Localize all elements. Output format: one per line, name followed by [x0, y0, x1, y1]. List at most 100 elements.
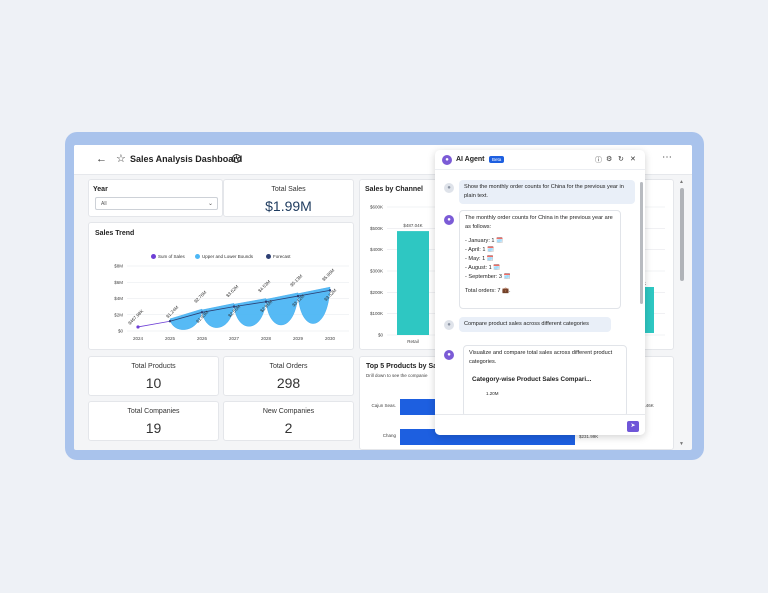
legend-bounds[interactable]: Upper and Lower Bounds: [195, 254, 253, 259]
page-title: Sales Analysis Dashboard: [130, 154, 243, 164]
sales-by-channel-title: Sales by Channel: [365, 186, 423, 193]
y-tick-label: $300K: [370, 269, 383, 274]
forecast-point: [232, 305, 236, 308]
sum-of-sales-point: [136, 325, 140, 329]
sales-trend-card: Sales Trend Sum of Sales Upper and Lower…: [88, 222, 354, 350]
total-sales-value: $1.99M: [265, 198, 312, 214]
close-icon[interactable]: ✕: [630, 156, 636, 163]
total-orders-card: Total Orders 298: [223, 356, 354, 396]
agent-message: Visualize and compare total sales across…: [463, 345, 627, 417]
message-text: Show the monthly order counts for China …: [464, 184, 624, 199]
x-tick-label: 2027: [229, 336, 240, 341]
year-label: Year: [93, 186, 108, 193]
embedded-chart-title: Category-wise Product Sales Compari...: [472, 376, 592, 383]
message-text: Visualize and compare total sales across…: [469, 350, 613, 365]
top5-subtitle: Drill down to see the companie: [366, 373, 428, 378]
legend-label: Upper and Lower Bounds: [202, 254, 254, 259]
user-avatar-icon: ●: [444, 183, 454, 193]
year-select-value: All: [101, 201, 107, 207]
data-label: $467.98K: [127, 308, 144, 325]
year-filter-card: Year All ⌄: [88, 179, 223, 217]
help-icon[interactable]: ⓘ: [595, 157, 602, 164]
forecast-point: [168, 320, 172, 323]
scroll-up-icon[interactable]: ▲: [679, 179, 684, 185]
send-icon[interactable]: ➤: [627, 421, 639, 432]
x-tick-label: 2029: [293, 336, 304, 341]
list-item: - May: 1 🗓️: [465, 256, 494, 262]
new-companies-value: 2: [284, 420, 293, 436]
y-tick-label: $8M: [114, 264, 123, 269]
user-avatar-icon: ●: [444, 320, 454, 330]
legend-dot: [266, 254, 271, 259]
chevron-down-icon: ⌄: [207, 201, 213, 207]
user-message: Show the monthly order counts for China …: [459, 180, 635, 204]
y-tick-label: $100K: [370, 311, 383, 316]
list-item: - April: 1 🗓️: [465, 247, 495, 253]
agent-avatar-icon: ●: [444, 215, 454, 225]
total-companies-label: Total Companies: [127, 408, 180, 415]
legend-sum-of-sales[interactable]: Sum of Sales: [151, 254, 185, 259]
star-icon[interactable]: ☆: [116, 153, 126, 165]
x-tick-label: 2030: [325, 336, 336, 341]
channel-bar-label: $487.04K: [403, 223, 422, 228]
y-tick-label: $200K: [370, 290, 383, 295]
sales-trend-chart: $8M $6M $4M $2M $0 2024 2025 2026 2027 2028 2029 20…: [114, 264, 349, 341]
forecast-line: [169, 289, 331, 322]
top5-item-label: Cajun Seas.: [371, 403, 396, 408]
chat-composer[interactable]: ➤: [435, 414, 645, 435]
y-tick-label: $4M: [114, 296, 123, 301]
total-products-card: Total Products 10: [88, 356, 219, 396]
data-label: $5.13M: [289, 273, 303, 287]
agent-header: ● AI Agent Beta ⓘ ⚙ ↻ ✕: [435, 150, 645, 170]
y-tick-label: $2M: [114, 312, 123, 317]
data-label: $5.96M: [321, 268, 335, 282]
channel-bar: [397, 231, 429, 335]
scroll-thumb[interactable]: [680, 188, 684, 281]
scroll-down-icon[interactable]: ▼: [679, 441, 684, 447]
total-orders-label: Total Orders: [269, 363, 308, 370]
message-text: Compare product sales across different c…: [464, 321, 589, 327]
year-select[interactable]: All ⌄: [95, 197, 218, 210]
list-item: - August: 1 🗓️: [465, 265, 501, 271]
more-options-icon[interactable]: ⋯: [662, 152, 673, 163]
x-tick-label: 2028: [261, 336, 272, 341]
total-sales-card: Total Sales $1.99M: [223, 179, 354, 217]
legend-dot: [195, 254, 200, 259]
main-scrollbar[interactable]: ▲ ▼: [678, 179, 686, 447]
back-arrow-icon[interactable]: ←: [96, 153, 107, 165]
agent-title: AI Agent: [456, 156, 485, 163]
legend-dot: [151, 254, 156, 259]
list-item: - September: 3 🗓️: [465, 274, 511, 280]
y-tick-label: $500K: [370, 226, 383, 231]
legend-label: Sum of Sales: [158, 254, 185, 259]
forecast-point: [264, 300, 268, 303]
sales-trend-title: Sales Trend: [95, 230, 135, 237]
data-label: $4.53M: [257, 279, 271, 293]
refresh-icon[interactable]: ↻: [618, 156, 624, 163]
forecast-point: [296, 294, 300, 298]
legend-forecast[interactable]: Forecast: [266, 254, 291, 259]
message-total: Total orders: 7 💼.: [465, 288, 511, 294]
list-item: - January: 1 🗓️: [465, 238, 504, 244]
x-tick-label: 2025: [165, 336, 176, 341]
top5-right-value: 1.46K: [642, 403, 654, 408]
message-text: The monthly order counts for China in th…: [465, 215, 613, 230]
bar-partial: [642, 287, 654, 333]
info-icon[interactable]: i: [232, 154, 241, 163]
ai-agent-panel: ● AI Agent Beta ⓘ ⚙ ↻ ✕ ● Show the month…: [435, 150, 645, 435]
agent-avatar-icon: ●: [442, 155, 452, 165]
y-tick-label: $0: [378, 333, 384, 338]
x-tick-label: 2026: [197, 336, 208, 341]
settings-icon[interactable]: ⚙: [606, 156, 613, 163]
beta-badge: Beta: [489, 156, 505, 163]
top5-bar-value: $231.99K: [579, 434, 599, 439]
total-products-value: 10: [145, 375, 162, 391]
total-companies-value: 19: [145, 420, 162, 436]
new-companies-label: New Companies: [262, 408, 315, 415]
agent-message: The monthly order counts for China in th…: [459, 210, 621, 309]
channel-category-label: Retail: [407, 339, 419, 344]
user-message: Compare product sales across different c…: [459, 317, 611, 332]
agent-scrollbar[interactable]: [640, 182, 643, 304]
agent-avatar-icon: ●: [444, 350, 454, 360]
y-tick-label: $600K: [370, 205, 383, 210]
